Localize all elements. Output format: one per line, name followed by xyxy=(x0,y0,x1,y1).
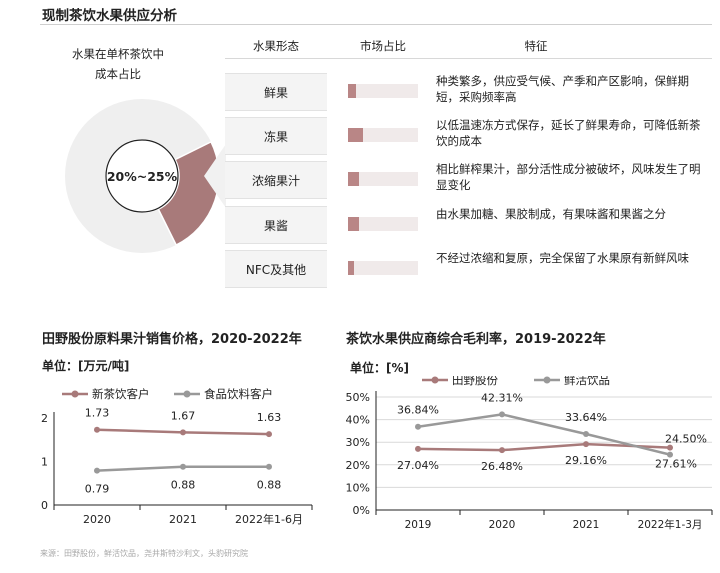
row-feature-text: 由水果加糖、果胶制成，有果味酱和果酱之分 xyxy=(436,207,666,221)
row-feature-text: 以低温速冻方式保存，延长了鲜果寿命，可降低新茶饮的成本 xyxy=(436,118,701,148)
row-share-bar xyxy=(348,217,418,231)
data-label: 1.63 xyxy=(257,411,282,424)
row-share-fill xyxy=(348,172,360,186)
data-label: 27.04% xyxy=(397,459,439,472)
right-chart-unit: 单位：[%] xyxy=(350,361,409,375)
left-chart-title: 田野股份原料果汁销售价格，2020-2022年 xyxy=(42,332,302,347)
row-share-fill xyxy=(348,128,364,142)
data-label: 36.84% xyxy=(397,404,439,417)
header-feature: 特征 xyxy=(524,39,548,53)
data-point xyxy=(415,445,421,452)
donut-hole xyxy=(105,139,179,213)
data-point xyxy=(94,426,100,433)
y-tick-label: 50% xyxy=(346,391,370,404)
data-label: 24.50% xyxy=(665,433,707,446)
data-point xyxy=(667,444,673,451)
legend-marker xyxy=(431,376,439,384)
y-tick-label: 30% xyxy=(346,436,370,449)
x-tick-label: 2022年1-3月 xyxy=(638,518,703,531)
row-share-fill xyxy=(348,261,354,275)
right-line-chart: 0% 10% 20% 30% 40% 50% 2019 2020 2021 2022年1-3月 田野… xyxy=(346,376,713,531)
donut-title: 水果在单杯茶饮中 成本占比 xyxy=(48,44,188,84)
data-point xyxy=(415,423,421,430)
data-point xyxy=(266,463,272,470)
data-label: 1.67 xyxy=(171,409,196,422)
data-point xyxy=(583,430,589,437)
x-tick-label: 2020 xyxy=(83,513,111,526)
data-point xyxy=(180,463,186,470)
row-feature-text: 不经过浓缩和复原，完全保留了水果原有新鲜风味 xyxy=(436,251,689,265)
data-label: 0.79 xyxy=(85,483,110,496)
legend-label: 田野股份 xyxy=(452,376,498,387)
legend-label: 食品饮料客户 xyxy=(204,387,273,401)
data-label: 0.88 xyxy=(257,479,282,492)
row-form-cell: 果酱 xyxy=(225,206,327,244)
legend-label: 鲜活饮品 xyxy=(564,376,610,387)
x-tick-label: 2021 xyxy=(573,519,600,531)
row-share-fill xyxy=(348,84,357,98)
row-share-bar xyxy=(348,128,418,142)
y-tick-label: 0% xyxy=(353,504,370,517)
x-tick-label: 2020 xyxy=(489,519,516,531)
row-form-cell: 冻果 xyxy=(225,117,327,155)
y-tick-label: 2 xyxy=(41,412,48,425)
row-feature-text: 种类繁多，供应受气候、产季和产区影响，保鲜期短，采购频率高 xyxy=(436,74,689,104)
donut-chart: 20%~25% xyxy=(65,99,226,253)
y-tick-label: 1 xyxy=(41,456,48,469)
y-tick-label: 20% xyxy=(346,459,370,472)
data-label: 26.48% xyxy=(481,460,523,473)
x-tick-label: 2019 xyxy=(405,519,432,531)
x-tick-label: 2021 xyxy=(169,513,197,526)
data-label: 33.64% xyxy=(565,411,607,424)
y-tick-label: 10% xyxy=(346,481,370,494)
donut-title-line2: 成本占比 xyxy=(95,67,141,81)
data-label: 0.88 xyxy=(171,479,196,492)
header-form: 水果形态 xyxy=(253,39,299,53)
row-share-fill xyxy=(348,217,360,231)
legend-marker xyxy=(183,390,191,398)
row-share-bar xyxy=(348,172,418,186)
donut-pointer xyxy=(204,144,226,208)
legend-marker xyxy=(71,390,79,398)
left-chart-unit: 单位：[万元/吨] xyxy=(42,359,130,373)
data-label: 29.16% xyxy=(565,454,607,467)
header-share: 市场占比 xyxy=(360,39,406,53)
row-form-cell: NFC及其他 xyxy=(225,250,327,288)
right-chart-title: 茶饮水果供应商综合毛利率，2019-2022年 xyxy=(346,332,606,347)
row-share-bar xyxy=(348,84,418,98)
source-footnote: 来源：田野股份，鲜活饮品，尧井斯特沙利文，头豹研究院 xyxy=(40,549,248,558)
data-label: 42.31% xyxy=(481,391,523,404)
legend-marker xyxy=(543,376,551,384)
row-form-cell: 鲜果 xyxy=(225,73,327,111)
data-point xyxy=(266,431,272,438)
data-point xyxy=(499,411,505,418)
data-point xyxy=(180,429,186,436)
donut-center-label: 20%~25% xyxy=(107,169,178,184)
y-tick-label: 40% xyxy=(346,414,370,427)
x-tick-label: 2022年1-6月 xyxy=(235,512,303,526)
data-point xyxy=(667,451,673,458)
title-divider xyxy=(40,24,712,25)
data-point xyxy=(499,447,505,454)
series-line xyxy=(417,413,671,456)
donut-title-line1: 水果在单杯茶饮中 xyxy=(72,47,164,61)
data-label: 1.73 xyxy=(85,407,110,420)
data-label: 27.61% xyxy=(655,458,697,471)
row-share-bar xyxy=(348,261,418,275)
data-point xyxy=(583,441,589,448)
series-line xyxy=(417,442,671,452)
row-feature-text: 相比鲜榨果汁，部分活性成分被破坏，风味发生了明显变化 xyxy=(436,162,701,192)
data-point xyxy=(94,467,100,474)
legend-label: 新茶饮客户 xyxy=(92,387,150,401)
left-line-chart: 0 1 2 2020 2021 2022年1-6月 新茶饮客户 食品饮料客户 1.73 1.67 1… xyxy=(41,387,313,526)
page-title: 现制茶饮水果供应分析 xyxy=(42,8,177,24)
header-rule xyxy=(225,58,712,59)
row-form-cell: 浓缩果汁 xyxy=(225,161,327,199)
y-tick-label: 0 xyxy=(41,499,48,512)
